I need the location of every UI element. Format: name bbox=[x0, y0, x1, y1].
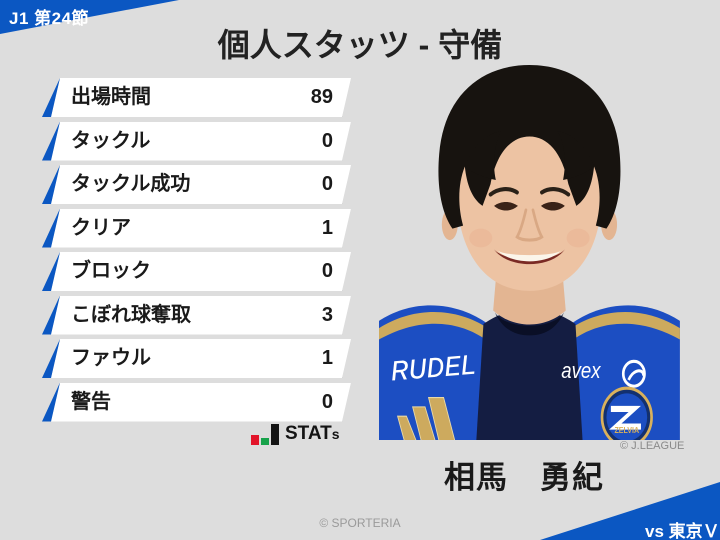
svg-text:ZELVIA: ZELVIA bbox=[615, 425, 640, 435]
svg-text:avex: avex bbox=[561, 360, 601, 384]
